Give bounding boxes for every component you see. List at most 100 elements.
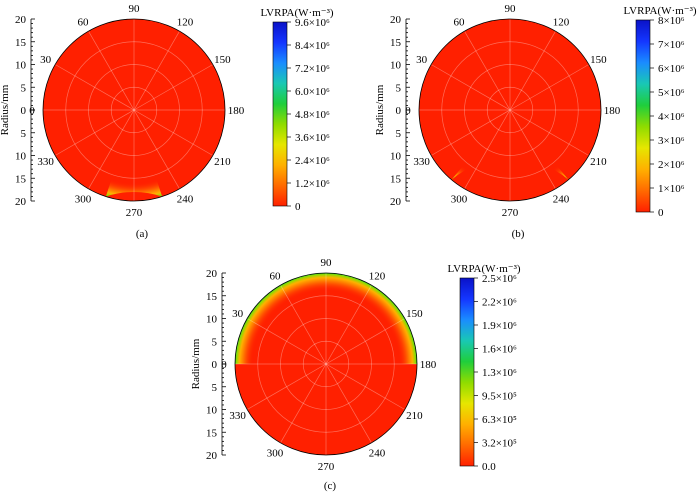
angle-label: 210 [590,156,607,168]
grid-ring [280,318,372,410]
grid-spoke [464,31,511,111]
radial-tick-label: 10 [15,60,27,72]
radial-tick-label: 10 [15,151,27,163]
angle-label: 0 [29,105,35,117]
angle-label: 120 [177,17,194,29]
colorbar-tick-label: 4.8×10⁶ [295,109,330,121]
colorbar-tick-label: 3×10⁶ [658,135,685,147]
colorbar-tick-label: 9.6×10⁶ [295,17,330,29]
colorbar-tick-label: 2.5×10⁶ [482,273,517,285]
polar-grid [419,19,601,201]
polar-grid [235,273,417,455]
polar-grid [43,19,225,201]
grid-spoke [55,109,135,156]
grid-ring [257,295,395,433]
angle-label: 60 [78,17,90,29]
angle-label: 210 [214,156,231,168]
angle-label: 60 [454,17,466,29]
radial-tick-label: 5 [212,336,218,348]
colorbar-tick-label: 6.3×10⁵ [482,414,517,426]
colorbar-title: LVRPA(W·m⁻³) [447,263,520,275]
angle-label: 0 [405,105,411,117]
radial-tick-label: 20 [15,196,27,208]
radial-tick-label: 20 [390,14,402,26]
radial-tick-label: 5 [21,82,27,94]
colorbar-tick-label: 1×10⁶ [658,183,685,195]
panel-label: (c) [324,480,337,492]
colorbar-tick-label: 2.4×10⁶ [295,155,330,167]
colorbar-title: LVRPA(W·m⁻³) [260,7,333,19]
chart-panel-3: 0306090120150180210240270300330201510505… [190,257,521,492]
radial-tick-label: 10 [390,60,402,72]
grid-spoke [55,64,135,111]
radial-tick-label: 0 [21,105,27,117]
grid-spoke [325,285,372,365]
colorbar-tick-label: 1.3×10⁶ [482,367,517,379]
radial-tick-label: 15 [15,173,27,185]
angle-label: 270 [126,207,143,219]
angle-label: 300 [451,193,468,205]
colorbar-tick-label: 8.4×10⁶ [295,40,330,52]
radial-tick-label: 15 [206,427,218,439]
colorbar-tick-label: 7×10⁶ [658,39,685,51]
grid-spoke [509,109,589,156]
grid-spoke [88,31,135,111]
radial-tick-label: 15 [390,173,402,185]
angle-label: 90 [505,3,517,15]
grid-spoke [509,31,556,111]
radial-tick-label: 15 [206,291,218,303]
colorbar-tick-label: 0 [658,207,664,219]
colorbar-title: LVRPA(W·m⁻³) [623,5,696,17]
angle-label: 240 [553,193,570,205]
radial-tick-label: 10 [206,314,218,326]
radial-tick-label: 10 [206,405,218,417]
colorbar-tick-label: 8×10⁶ [658,15,685,27]
radial-tick-label: 20 [390,196,402,208]
angle-label: 330 [413,156,430,168]
colorbar-tick-label: 3.6×10⁶ [295,132,330,144]
angle-label: 240 [369,447,386,459]
radial-tick-label: 20 [15,14,27,26]
grid-spoke [464,109,511,189]
angle-label: 180 [420,359,437,371]
grid-spoke [325,363,372,443]
radial-tick-label: 5 [21,128,27,140]
grid-ring [464,64,556,156]
colorbar-tick-label: 1.6×10⁶ [482,344,517,356]
grid-spoke [133,109,180,189]
radial-tick-label: 5 [396,82,402,94]
radial-tick-label: 15 [15,37,27,49]
edge-band [105,110,163,197]
grid-spoke [280,363,327,443]
radial-tick-label: 15 [390,37,402,49]
grid-spoke [325,318,405,365]
radial-tick-label: 0 [212,359,218,371]
radial-axis [30,18,35,202]
grid-spoke [247,363,327,410]
angle-label: 30 [232,308,244,320]
chart-panel-2: 0306090120150180210240270300330201510505… [374,3,697,240]
angle-label: 0 [221,359,227,371]
colorbar-tick-label: 2.2×10⁶ [482,297,517,309]
grid-ring [302,340,350,388]
colorbar [635,19,651,213]
colorbar-tick-label: 6.0×10⁶ [295,86,330,98]
polar-outline [418,18,602,202]
colorbar-tick-label: 9.5×10⁵ [482,391,517,403]
angle-label: 210 [406,410,423,422]
grid-spoke [431,64,511,111]
angle-label: 60 [270,271,282,283]
y-axis-label: Radius/mm [0,84,11,135]
angle-label: 300 [75,193,92,205]
grid-spoke [509,109,556,189]
angle-label: 30 [40,54,52,66]
grid-ring [110,86,158,134]
angle-label: 300 [267,447,284,459]
edge-band [235,273,417,364]
grid-ring [65,41,203,179]
radial-tick-label: 10 [390,151,402,163]
angle-label: 90 [129,3,141,15]
colorbar-tick-label: 2×10⁶ [658,159,685,171]
polar-outline [42,18,226,202]
